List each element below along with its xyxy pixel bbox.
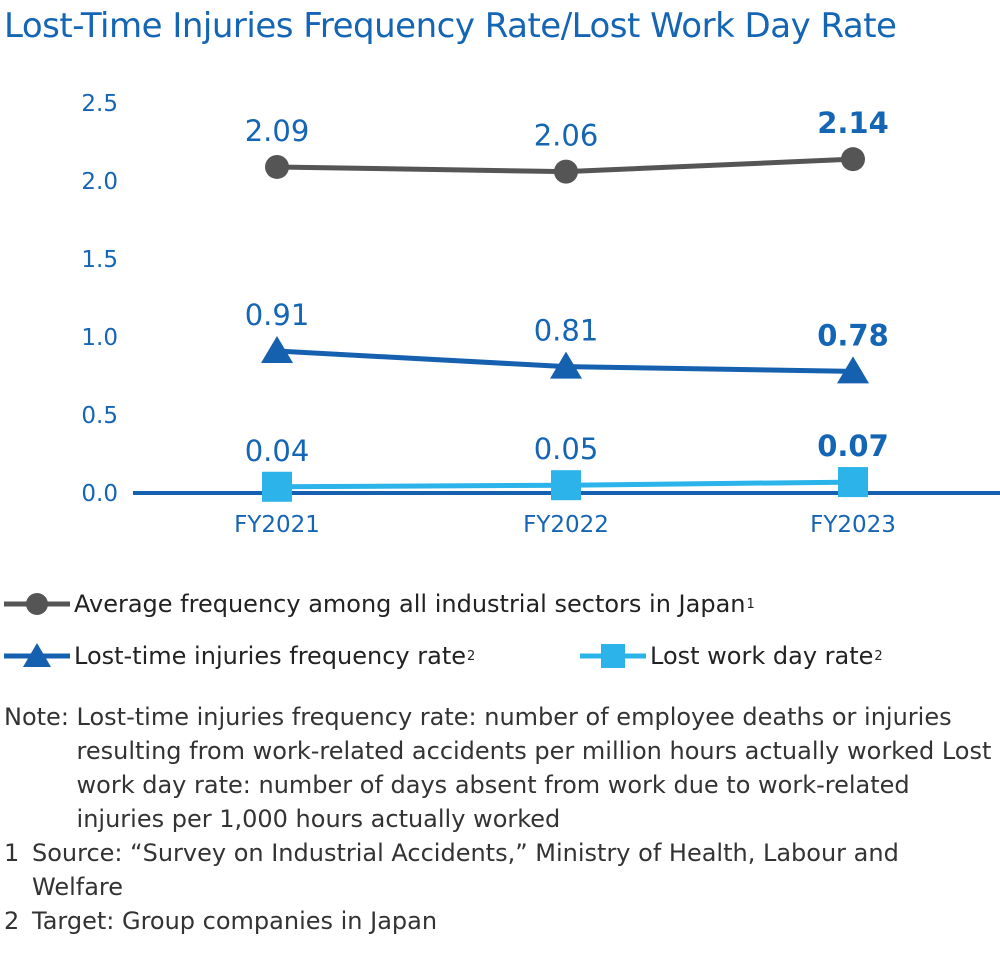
data-label: 0.05 xyxy=(534,432,599,466)
note-prefix: Note: xyxy=(4,703,77,731)
data-label: 0.91 xyxy=(245,298,310,332)
data-point-square xyxy=(551,470,581,501)
legend-footnote-ref: 2 xyxy=(874,648,883,664)
data-label: 0.78 xyxy=(817,318,889,352)
footnote-text: Target: Group companies in Japan xyxy=(32,907,438,935)
data-label: 0.81 xyxy=(534,314,599,348)
y-tick-label: 0.0 xyxy=(81,481,118,507)
legend-item-lost-time-injuries: Lost-time injuries frequency rate 2 xyxy=(4,638,475,674)
legend-circle-marker-icon xyxy=(4,593,70,615)
y-tick-label: 2.0 xyxy=(81,169,118,195)
legend-footnote-ref: 1 xyxy=(746,596,755,612)
data-point-circle xyxy=(554,159,578,184)
data-point-square xyxy=(262,471,292,502)
data-point-triangle xyxy=(550,351,582,379)
data-point-circle xyxy=(841,147,865,172)
legend-item-average-frequency: Average frequency among all industrial s… xyxy=(4,586,755,622)
line-chart: 2.5 2.0 1.5 1.0 0.5 0.0 FY2021 FY2022 FY2023 2.09… xyxy=(81,91,1000,538)
y-tick-label: 0.5 xyxy=(81,403,118,429)
data-label: 0.04 xyxy=(245,434,310,468)
data-label: 2.14 xyxy=(817,106,889,140)
legend-label-average-frequency: Average frequency among all industrial s… xyxy=(74,590,746,618)
data-point-square xyxy=(838,467,868,498)
footnote-number: 1 xyxy=(4,839,20,867)
legend-triangle-marker-icon xyxy=(4,643,70,667)
data-label: 2.06 xyxy=(534,119,599,153)
data-label: 2.09 xyxy=(245,114,310,148)
notes-section: Note: Lost-time injuries frequency rate:… xyxy=(4,700,994,938)
footnote-number: 2 xyxy=(4,907,20,935)
x-tick-label: FY2021 xyxy=(234,512,320,538)
legend-item-lost-work-day: Lost work day rate 2 xyxy=(580,638,883,674)
legend-label-lost-work-day: Lost work day rate xyxy=(650,642,874,670)
legend-footnote-ref: 2 xyxy=(467,648,476,664)
data-point-triangle xyxy=(837,356,869,384)
footnote-text: Source: “Survey on Industrial Accidents,… xyxy=(32,839,899,901)
data-point-triangle xyxy=(261,336,293,364)
y-tick-label: 2.5 xyxy=(81,91,118,117)
data-point-circle xyxy=(265,154,289,179)
chart-title: Lost-Time Injuries Frequency Rate/Lost W… xyxy=(4,6,897,46)
note: Note: Lost-time injuries frequency rate:… xyxy=(4,700,994,836)
legend-square-marker-icon xyxy=(580,644,646,668)
footnote-2: 2 Target: Group companies in Japan xyxy=(4,904,994,938)
data-label: 0.07 xyxy=(817,429,889,463)
legend-label-lost-time-injuries: Lost-time injuries frequency rate xyxy=(74,642,467,670)
x-tick-label: FY2023 xyxy=(810,512,896,538)
x-tick-label: FY2022 xyxy=(523,512,609,538)
footnote-1: 1 Source: “Survey on Industrial Accident… xyxy=(4,836,994,904)
y-tick-label: 1.0 xyxy=(81,325,118,351)
note-text: Lost-time injuries frequency rate: numbe… xyxy=(76,703,992,833)
y-tick-label: 1.5 xyxy=(81,247,118,273)
